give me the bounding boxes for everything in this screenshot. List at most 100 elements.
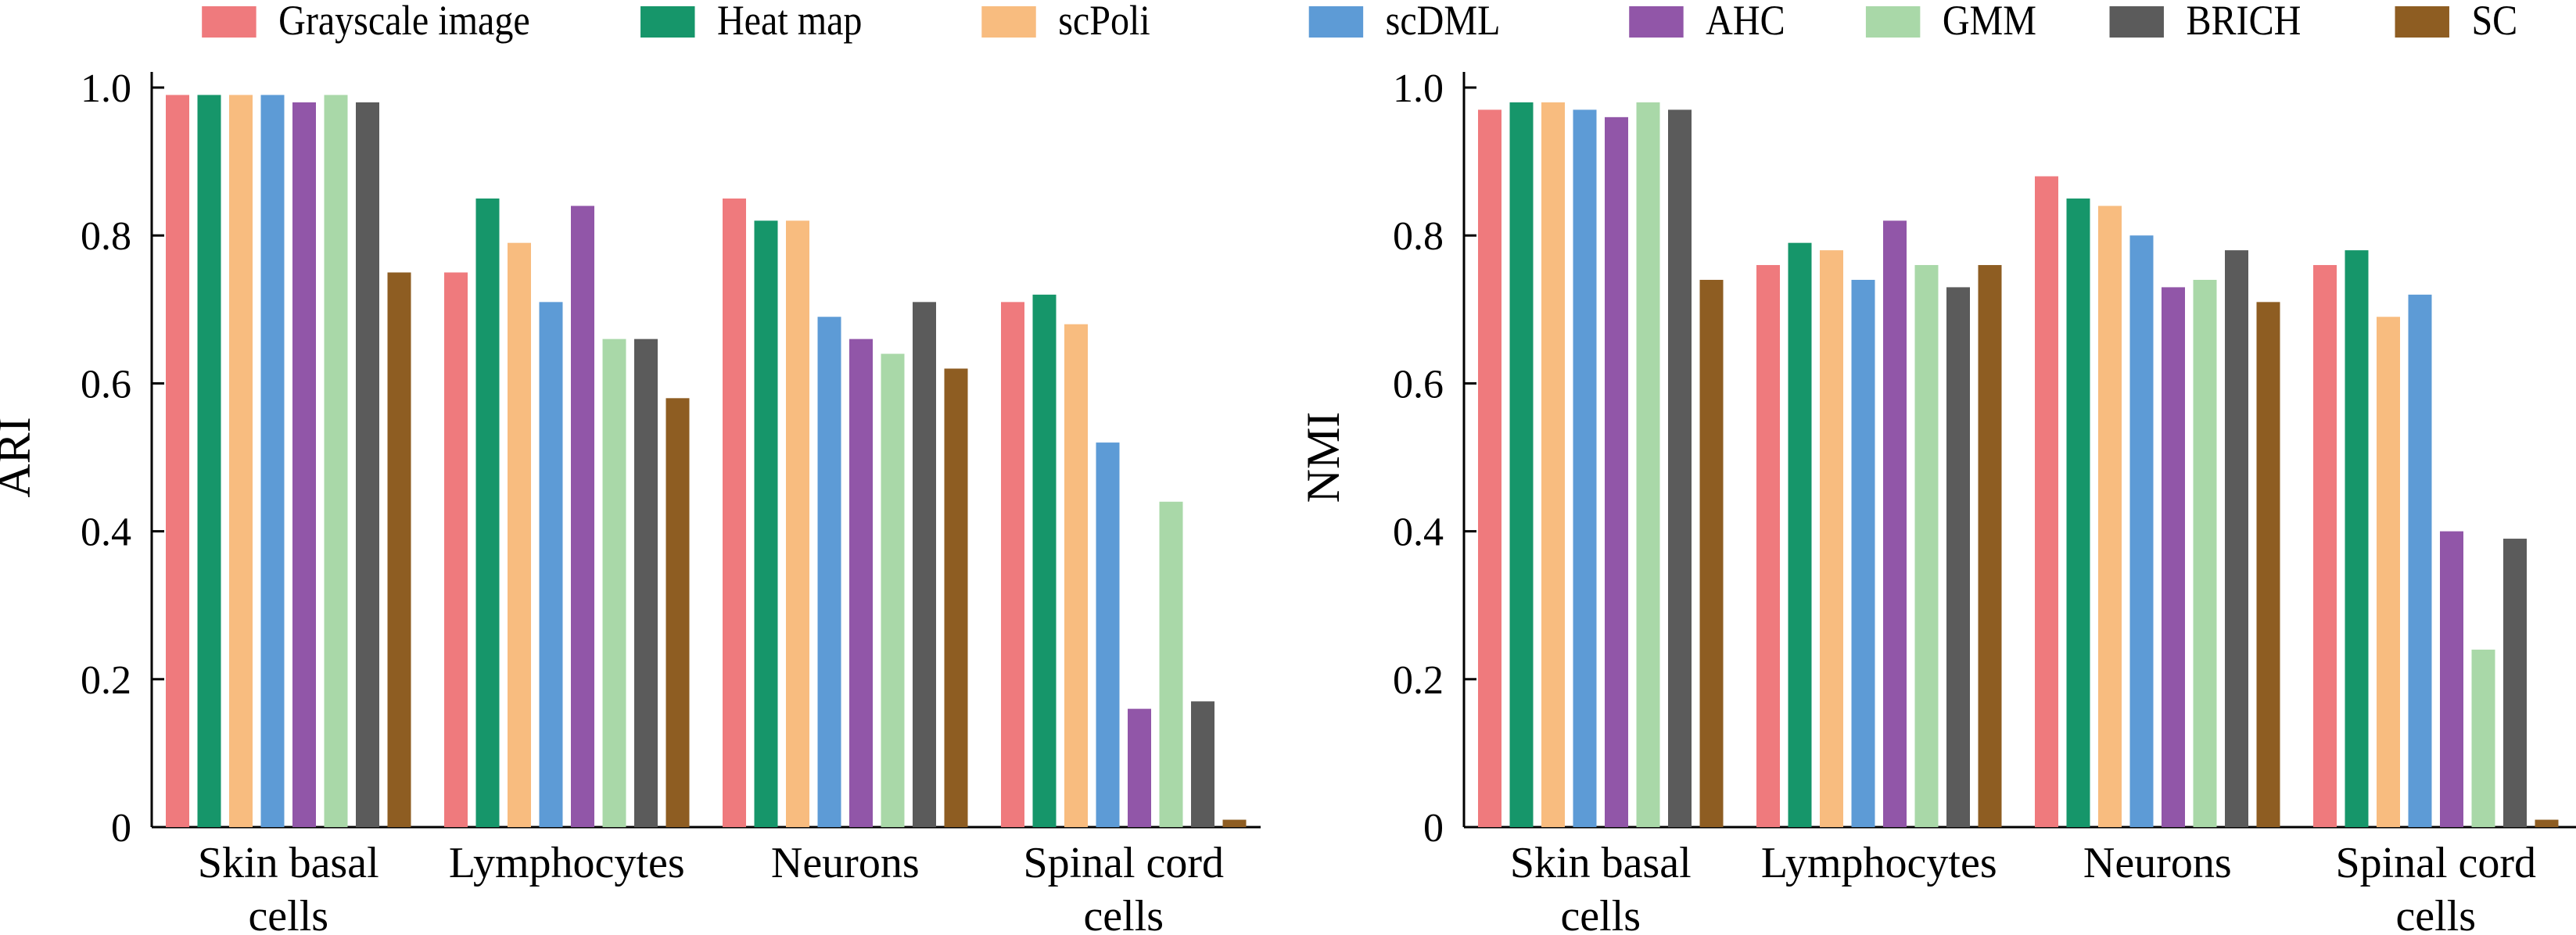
nmi-bar-0-3 [1573, 109, 1597, 827]
nmi-bar-1-1 [1788, 242, 1812, 827]
nmi-bar-0-0 [1478, 109, 1501, 827]
nmi-category-label: Skin basal [1510, 839, 1692, 887]
ari-category-label: Skin basal [198, 839, 379, 887]
legend-label-7: SC [2471, 0, 2517, 45]
ari-bar-3-4 [1128, 708, 1151, 827]
nmi-y-tick-label: 1.0 [1393, 66, 1444, 111]
ari-y-axis-label: ARI [0, 417, 40, 497]
nmi-category-label: cells [1560, 892, 1641, 935]
ari-y-tick-label: 0.8 [81, 214, 131, 259]
ari-y-tick-label: 0.6 [81, 362, 131, 407]
nmi-y-tick-label: 0.6 [1393, 362, 1444, 407]
nmi-bar-2-0 [2035, 176, 2058, 827]
ari-bar-1-7 [666, 398, 690, 827]
nmi-bar-0-5 [1636, 102, 1660, 828]
nmi-bar-0-2 [1541, 102, 1565, 828]
nmi-bar-1-0 [1756, 265, 1780, 827]
ari-bar-2-7 [944, 368, 968, 828]
ari-bar-0-3 [260, 95, 285, 827]
nmi-bar-1-3 [1851, 279, 1875, 828]
nmi-bar-0-7 [1699, 279, 1724, 828]
ari-bar-1-5 [602, 339, 626, 827]
ari-bar-2-2 [786, 220, 809, 827]
nmi-bar-1-2 [1820, 250, 1843, 827]
nmi-bar-2-2 [2098, 206, 2122, 827]
ari-bar-3-6 [1191, 701, 1214, 827]
nmi-y-tick-label: 0.4 [1393, 510, 1444, 555]
legend-label-4: AHC [1706, 0, 1785, 45]
ari-bar-3-5 [1159, 501, 1183, 827]
ari-category-label: Spinal cord [1023, 839, 1224, 887]
nmi-bar-3-6 [2503, 539, 2527, 827]
nmi-bar-1-5 [1914, 265, 1939, 827]
nmi-category-label: Lymphocytes [1761, 839, 1997, 887]
ari-bar-1-0 [444, 272, 468, 827]
ari-bar-1-4 [571, 206, 594, 827]
chart-legend: Grayscale image Heat map scPoli scDML AHC GMM… [202, 0, 2517, 45]
nmi-bar-1-7 [1978, 265, 2002, 827]
nmi-bar-0-6 [1668, 109, 1692, 827]
ari-bar-0-1 [197, 95, 221, 827]
legend-label-1: Heat map [717, 0, 863, 45]
ari-bar-2-3 [817, 317, 841, 827]
nmi-category-label: cells [2395, 892, 2476, 935]
nmi-bar-3-0 [2313, 265, 2337, 827]
ari-category-label: Lymphocytes [449, 839, 685, 887]
legend-swatch-3 [1308, 6, 1364, 38]
nmi-bar-2-1 [2066, 198, 2090, 827]
nmi-bar-2-3 [2129, 235, 2154, 827]
ari-bar-0-0 [166, 95, 189, 827]
legend-label-2: scPoli [1058, 0, 1150, 45]
nmi-category-label: Neurons [2083, 839, 2232, 887]
ari-y-tick-label: 0.4 [81, 510, 131, 555]
nmi-y-tick-label: 0.2 [1393, 658, 1444, 703]
ari-bar-1-3 [539, 302, 563, 828]
ari-bar-0-2 [229, 95, 253, 827]
ari-bar-3-7 [1222, 819, 1247, 827]
nmi-y-tick-label: 0 [1423, 806, 1444, 851]
ari-bar-0-5 [324, 95, 348, 827]
nmi-bar-2-4 [2162, 287, 2185, 827]
nmi-bar-3-2 [2377, 317, 2400, 827]
ari-y-tick-label: 0.2 [81, 658, 131, 703]
ari-bar-1-1 [475, 198, 500, 827]
nmi-y-axis-label: NMI [1297, 412, 1349, 503]
ari-bar-2-1 [754, 220, 778, 827]
ari-bar-0-6 [356, 102, 379, 828]
nmi-category-label: Spinal cord [2335, 839, 2536, 887]
ari-bar-3-0 [1001, 302, 1024, 828]
ari-bar-1-2 [508, 242, 531, 827]
nmi-bar-0-4 [1605, 116, 1628, 828]
ari-bar-3-3 [1096, 442, 1120, 827]
legend-swatch-0 [202, 6, 257, 38]
ari-bar-2-6 [913, 302, 936, 828]
ari-category-label: Neurons [771, 839, 920, 887]
legend-swatch-2 [981, 6, 1036, 38]
ari-y-tick-label: 1.0 [81, 66, 131, 111]
ari-bar-2-0 [723, 198, 746, 827]
legend-swatch-5 [1865, 6, 1921, 38]
ari-bar-2-5 [881, 353, 905, 827]
nmi-bar-3-5 [2471, 649, 2495, 827]
nmi-y-tick-label: 0.8 [1393, 214, 1444, 259]
nmi-bar-2-7 [2256, 302, 2280, 828]
ari-category-label: cells [1083, 892, 1164, 935]
ari-bar-2-4 [849, 339, 873, 827]
ari-bar-1-6 [634, 339, 658, 827]
nmi-bar-1-4 [1883, 220, 1907, 827]
legend-label-6: BRICH [2186, 0, 2301, 45]
nmi-bar-2-6 [2225, 250, 2248, 827]
ari-bar-0-7 [387, 272, 411, 827]
legend-label-5: GMM [1943, 0, 2036, 45]
ari-bar-3-2 [1064, 324, 1088, 828]
legend-label-0: Grayscale image [278, 0, 530, 45]
nmi-bar-2-5 [2193, 279, 2217, 828]
legend-label-3: scDML [1386, 0, 1501, 45]
nmi-bar-3-4 [2440, 531, 2463, 827]
legend-swatch-6 [2109, 6, 2164, 38]
legend-swatch-7 [2395, 6, 2449, 38]
ari-bar-0-4 [292, 102, 316, 828]
nmi-bar-3-1 [2345, 250, 2369, 827]
nmi-bar-3-3 [2408, 294, 2432, 827]
